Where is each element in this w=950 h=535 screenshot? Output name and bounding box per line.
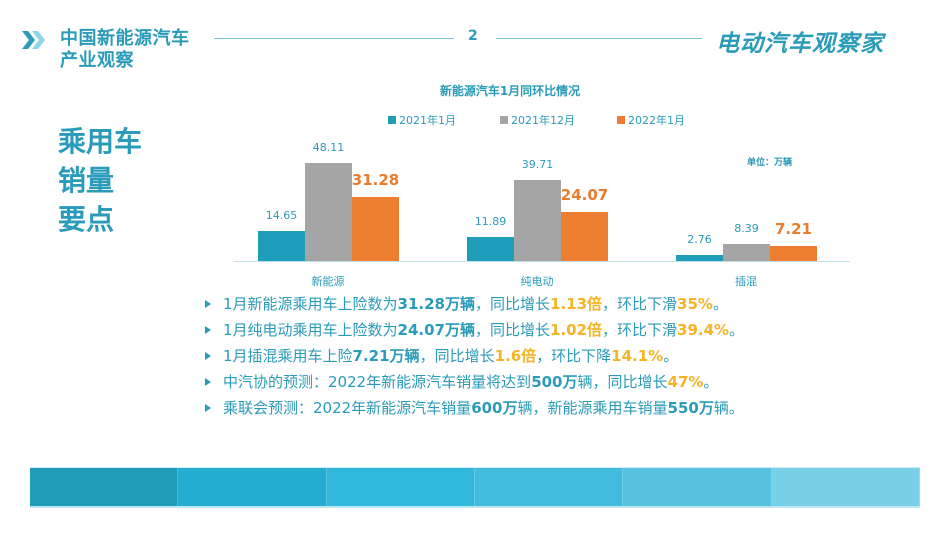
legend-label: 2022年1月: [628, 114, 685, 127]
bold-value: 550万: [667, 399, 714, 417]
list-item: 中汽协的预测：2022年新能源汽车销量将达到 500万 辆，同比增长 47%。: [205, 370, 744, 393]
text: ，环比下滑: [602, 295, 678, 313]
key-points-list: 1月新能源乘用车上险数为 31.28万辆 ，同比增长 1.13倍 ，环比下滑 35%。 1月…: [205, 292, 744, 422]
bar-value-label: 48.11: [312, 141, 345, 154]
legend-item: 2021年12月: [500, 112, 575, 128]
legend-item: 2021年1月: [388, 112, 456, 128]
highlight-value: 47%: [667, 372, 704, 391]
chart-title: 新能源汽车1月同环比情况: [439, 84, 581, 98]
triangle-bullet-icon: [205, 299, 211, 308]
legend-swatch: [617, 116, 625, 124]
bar: [305, 163, 352, 261]
text: 辆，同比增长: [577, 373, 668, 391]
legend-label: 2021年12月: [511, 114, 575, 127]
category-label: 纯电动: [520, 275, 554, 288]
legend-swatch: [388, 116, 396, 124]
header-divider-left: [214, 38, 454, 39]
bold-value: 7.21万辆: [352, 347, 420, 365]
triangle-bullet-icon: [205, 403, 211, 412]
bold-value: 24.07万辆: [397, 321, 475, 339]
highlight-value: 35%: [677, 294, 713, 313]
bar: [770, 246, 817, 261]
text: ，同比增长: [419, 347, 495, 365]
triangle-bullet-icon: [205, 351, 211, 360]
footer-segment: [623, 468, 772, 506]
bar-value-label: 31.28: [351, 171, 400, 190]
triangle-bullet-icon: [205, 325, 211, 334]
text: 辆。: [713, 399, 744, 417]
highlight-value: 1.02倍: [550, 321, 603, 339]
header-title-line1: 中国新能源汽车: [60, 28, 190, 49]
list-item: 1月新能源乘用车上险数为 31.28万辆 ，同比增长 1.13倍 ，环比下滑 35%。: [205, 292, 744, 315]
text: 。: [663, 347, 679, 365]
bar: [514, 180, 561, 261]
header-title-line2: 产业观察: [60, 50, 134, 71]
bar-value-label: 24.07: [560, 185, 609, 204]
text: ，环比下降: [536, 347, 612, 365]
category-label: 插混: [735, 275, 757, 288]
footer-color-bar: [30, 467, 920, 508]
bar-value-label: 39.71: [521, 158, 554, 172]
section-title: 乘用车 销量 要点: [58, 122, 142, 239]
footer-segment: [326, 468, 475, 506]
highlight-value: 1.13倍: [550, 295, 603, 313]
text: 。: [729, 321, 745, 339]
text: ，同比增长: [475, 295, 551, 313]
header-divider-right: [496, 38, 702, 39]
section-title-line: 乘用车: [58, 125, 143, 158]
text: ，环比下滑: [602, 321, 678, 339]
text: ，同比增长: [475, 321, 551, 339]
list-item: 1月插混乘用车上险 7.21万辆 ，同比增长 1.6倍 ，环比下降 14.1%。: [205, 344, 744, 367]
legend-item: 2022年1月: [617, 112, 685, 128]
header-title: 中国新能源汽车 产业观察: [60, 28, 190, 72]
x-axis-line: [233, 261, 850, 262]
text: 乘联会预测：2022年新能源汽车销量: [223, 399, 472, 417]
footer-segment: [474, 468, 624, 506]
section-title-line: 销量: [58, 164, 115, 197]
bar: [561, 211, 608, 261]
bar: [467, 236, 514, 261]
text: 1月纯电动乘用车上险数为: [223, 321, 398, 339]
list-item: 乘联会预测：2022年新能源汽车销量 600万 辆，新能源乘用车销量 550万 辆。: [205, 396, 744, 419]
list-item: 1月纯电动乘用车上险数为 24.07万辆 ，同比增长 1.02倍 ，环比下滑 39.4%。: [205, 318, 744, 341]
legend-label: 2021年1月: [399, 114, 456, 127]
bold-value: 500万: [531, 373, 578, 391]
footer-segment: [771, 468, 920, 506]
legend-swatch: [500, 116, 508, 124]
text: 中汽协的预测：2022年新能源汽车销量将达到: [223, 373, 532, 391]
text: 。: [703, 373, 719, 391]
footer-segment: [178, 468, 327, 506]
page-number: 2: [468, 28, 478, 44]
bar-value-label: 14.65: [265, 209, 298, 223]
bar-value-label: 2.76: [687, 233, 712, 247]
triangle-bullet-icon: [205, 377, 211, 386]
bar-value-label: 8.39: [734, 221, 759, 235]
text: 1月插混乘用车上险: [223, 347, 353, 365]
brand-logo: 电动汽车观察家: [716, 31, 884, 57]
highlight-value: 14.1%: [611, 346, 664, 365]
bar-value-label: 11.89: [474, 214, 507, 228]
section-title-line: 要点: [58, 203, 115, 236]
footer-segment: [30, 468, 179, 506]
bar: [258, 231, 305, 261]
text: 1月新能源乘用车上险数为: [223, 295, 398, 313]
bar: [723, 243, 770, 261]
bold-value: 600万: [471, 399, 518, 417]
unit-label: 单位：万辆: [747, 158, 793, 168]
category-label: 新能源: [311, 275, 345, 288]
bar: [352, 197, 399, 261]
text: 。: [712, 295, 728, 313]
double-chevron-icon: [22, 31, 45, 49]
highlight-value: 1.6倍: [494, 347, 537, 365]
bar: [676, 255, 723, 261]
highlight-value: 39.4%: [677, 320, 730, 339]
text: 辆，新能源乘用车销量: [517, 399, 668, 417]
bold-value: 31.28万辆: [397, 295, 475, 313]
bar-value-label: 7.21: [774, 220, 812, 239]
